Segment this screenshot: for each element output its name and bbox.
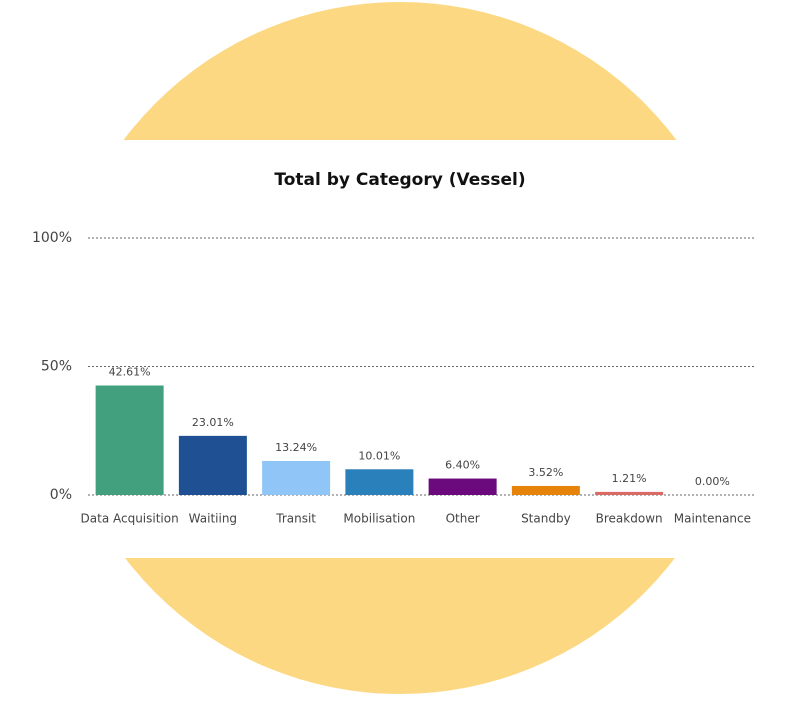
x-tick-label: Waitiing (189, 512, 237, 526)
bar (595, 491, 664, 495)
y-tick-label: 50% (41, 359, 72, 375)
value-label: 6.40% (445, 459, 480, 472)
x-tick-label: Other (446, 512, 480, 526)
value-label: 42.61% (109, 365, 151, 378)
x-tick-label: Data Acquisition (81, 512, 179, 526)
x-tick-label: Maintenance (674, 512, 751, 526)
y-tick-label: 100% (32, 230, 72, 246)
x-tick-label: Breakdown (596, 512, 663, 526)
bar (428, 478, 497, 495)
chart-title: Total by Category (Vessel) (274, 170, 525, 190)
bar (511, 485, 580, 495)
bar (95, 385, 164, 495)
value-label: 10.01% (358, 449, 400, 462)
x-tick-label: Standby (521, 512, 571, 526)
x-tick-label: Mobilisation (343, 512, 415, 526)
bar (178, 435, 247, 495)
x-tick-label: Transit (275, 512, 316, 526)
bar (262, 460, 331, 495)
y-tick-label: 0% (50, 487, 72, 503)
value-label: 3.52% (528, 466, 563, 479)
value-label: 23.01% (192, 416, 234, 429)
value-label: 0.00% (695, 475, 730, 488)
bar (345, 469, 414, 495)
value-label: 13.24% (275, 441, 317, 454)
value-label: 1.21% (612, 472, 647, 485)
